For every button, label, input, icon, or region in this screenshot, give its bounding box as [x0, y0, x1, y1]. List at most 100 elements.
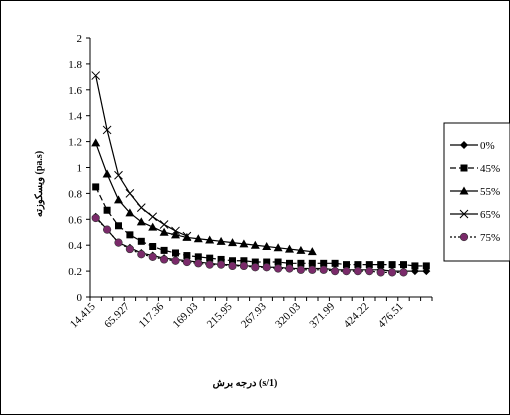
- data-point: [274, 258, 282, 266]
- data-point: [193, 234, 203, 243]
- data-point: [296, 265, 306, 274]
- data-point: [388, 261, 396, 269]
- data-point: [240, 257, 248, 265]
- data-point: [400, 261, 407, 269]
- data-point: [102, 169, 112, 178]
- data-point: [137, 237, 145, 245]
- x-axis-label: درجه برش (s/1): [213, 378, 278, 389]
- data-point: [422, 262, 430, 270]
- y-axis-label: ویسکوزته (pa.s): [34, 151, 45, 217]
- data-point: [160, 246, 168, 254]
- data-point: [91, 71, 101, 80]
- y-tick-labels: 0 0.2 0.4 0.6 0.8 1 1.2 1.4 1.6 1.8 2: [68, 33, 82, 304]
- data-point: [285, 244, 294, 253]
- data-point: [319, 265, 328, 274]
- data-point: [377, 261, 385, 269]
- data-point: [308, 265, 317, 274]
- data-point: [91, 138, 101, 147]
- data-point: [149, 242, 157, 250]
- data-point: [376, 268, 385, 277]
- data-point: [286, 259, 293, 267]
- legend-label: 75%: [480, 232, 500, 244]
- data-point: [136, 217, 146, 226]
- data-point: [251, 263, 260, 272]
- y-tick-label: 0: [77, 292, 83, 304]
- data-point: [171, 230, 180, 239]
- data-point: [137, 250, 146, 259]
- data-point: [206, 254, 214, 262]
- data-point: [171, 256, 180, 265]
- data-point: [354, 261, 362, 269]
- data-point: [320, 259, 328, 267]
- data-point: [399, 268, 408, 277]
- series-group: [91, 71, 431, 277]
- data-point: [262, 263, 271, 272]
- data-point: [365, 267, 374, 276]
- data-point: [411, 262, 419, 270]
- data-point: [365, 261, 373, 269]
- data-point: [183, 252, 191, 260]
- data-point: [229, 257, 236, 265]
- y-tick-label: 2: [77, 33, 83, 45]
- data-point: [331, 259, 339, 267]
- data-point: [297, 259, 305, 267]
- y-tick-label: 0.2: [68, 266, 82, 278]
- data-point: [217, 255, 225, 263]
- legend-box: [443, 122, 510, 262]
- data-point: [274, 264, 283, 273]
- data-point: [228, 238, 237, 247]
- data-point: [205, 235, 215, 244]
- legend-label: 55%: [480, 186, 500, 198]
- legend-marker: [460, 164, 468, 172]
- y-tick-label: 0.4: [68, 240, 82, 252]
- data-point: [228, 261, 237, 271]
- y-tick-label: 0.6: [68, 214, 82, 226]
- y-tick-label: 1.2: [68, 137, 82, 149]
- legend-marker: [460, 141, 468, 149]
- axes: [86, 37, 433, 301]
- data-point: [114, 195, 123, 204]
- data-point: [217, 260, 226, 269]
- data-point: [125, 244, 134, 254]
- y-tick-label: 1.6: [68, 85, 82, 97]
- y-tick-label: 1.4: [68, 111, 82, 123]
- data-point: [115, 222, 122, 230]
- series-line: [95, 217, 404, 273]
- data-point: [92, 183, 100, 191]
- data-point: [239, 239, 249, 248]
- data-point: [148, 212, 158, 222]
- legend-marker: [459, 186, 469, 195]
- y-tick-label: 1.8: [68, 59, 82, 71]
- data-point: [194, 253, 202, 261]
- legend-marker: [459, 232, 469, 242]
- legend: 0% 45% 55% 65% 75%: [443, 122, 510, 262]
- series-1: [92, 183, 430, 270]
- data-point: [159, 220, 169, 229]
- data-point: [263, 258, 271, 266]
- legend-marker: [459, 209, 469, 219]
- data-point: [353, 267, 363, 276]
- data-point: [216, 236, 226, 245]
- data-point: [182, 231, 192, 241]
- data-point: [126, 231, 134, 239]
- data-point: [343, 261, 350, 269]
- y-tick-label: 1: [77, 163, 83, 175]
- data-point: [102, 125, 112, 135]
- data-point: [285, 264, 294, 273]
- data-point: [136, 203, 146, 212]
- data-point: [125, 189, 135, 198]
- data-point: [205, 260, 214, 269]
- data-point: [308, 259, 316, 267]
- legend-label: 65%: [480, 209, 500, 221]
- data-point: [388, 268, 397, 277]
- data-point: [159, 227, 169, 236]
- data-point: [182, 257, 191, 267]
- series-2: [91, 138, 317, 256]
- data-point: [296, 245, 306, 254]
- data-point: [103, 206, 111, 214]
- data-point: [262, 241, 272, 250]
- data-point: [194, 259, 203, 268]
